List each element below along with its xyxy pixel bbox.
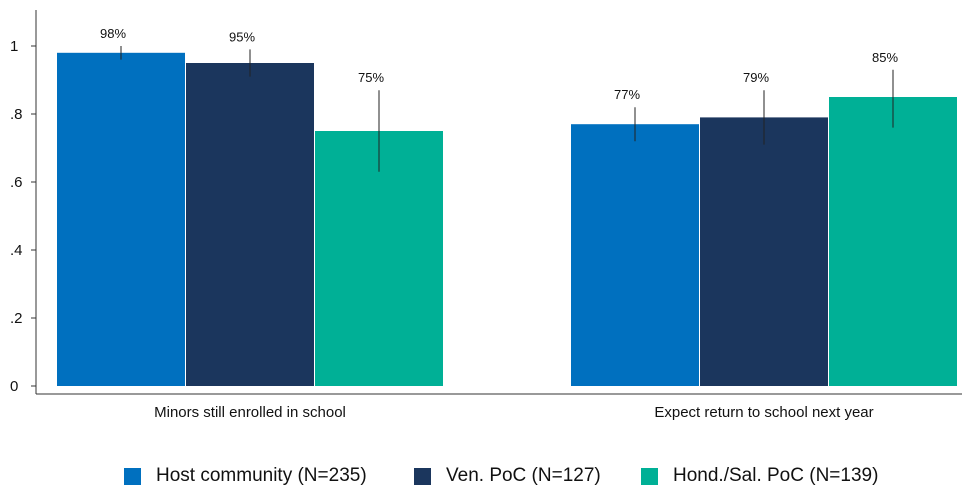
data-label: 85% xyxy=(872,50,898,65)
bar xyxy=(571,124,699,386)
category-label: Expect return to school next year xyxy=(654,404,873,421)
axes: 0 .2 .4 .6 .8 1 Minors still enrolled in schoo… xyxy=(10,10,962,421)
y-tick-label: .8 xyxy=(10,106,23,123)
data-label: 95% xyxy=(229,29,255,44)
legend-item-ven: Ven. PoC (N=127) xyxy=(414,462,601,490)
bar xyxy=(315,131,443,386)
legend-label-host: Host community (N=235) xyxy=(156,465,367,486)
legend-label-ven: Ven. PoC (N=127) xyxy=(446,465,601,486)
bars xyxy=(57,52,957,387)
legend-swatch-hond xyxy=(641,467,658,485)
data-label: 98% xyxy=(100,26,126,41)
data-label: 77% xyxy=(614,87,640,102)
legend-label-hond: Hond./Sal. PoC (N=139) xyxy=(673,465,879,486)
bar xyxy=(57,52,185,387)
bar xyxy=(829,97,957,386)
data-labels: 98% 77% 95% 79% 75% 85% xyxy=(100,26,898,172)
legend-swatch-host xyxy=(124,467,141,485)
bar xyxy=(700,117,828,387)
legend-item-host: Host community (N=235) xyxy=(124,462,367,490)
y-tick-label: .4 xyxy=(10,242,23,259)
data-label: 75% xyxy=(358,70,384,85)
y-tick-label: 1 xyxy=(10,38,18,55)
legend-swatch-ven xyxy=(414,467,431,485)
category-label: Minors still enrolled in school xyxy=(154,404,346,421)
bar-chart: 0 .2 .4 .6 .8 1 Minors still enrolled in schoo… xyxy=(10,10,962,421)
legend: Host community (N=235) Ven. PoC (N=127) … xyxy=(0,462,976,490)
legend-item-hond: Hond./Sal. PoC (N=139) xyxy=(641,462,878,490)
y-tick-label: .2 xyxy=(10,310,23,327)
data-label: 79% xyxy=(743,70,769,85)
y-tick-label: .6 xyxy=(10,174,23,191)
bar xyxy=(186,63,314,386)
y-tick-label: 0 xyxy=(10,378,18,395)
